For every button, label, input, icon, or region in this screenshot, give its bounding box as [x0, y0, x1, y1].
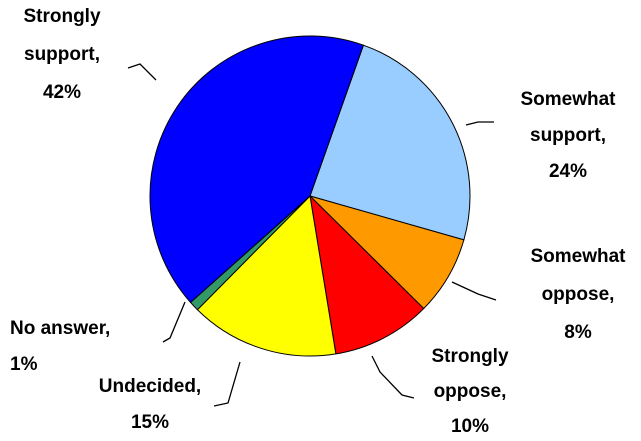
leader-line	[371, 355, 415, 399]
value-label: 10%	[451, 416, 489, 437]
leader-line	[465, 121, 494, 126]
value-label: 1%	[10, 354, 38, 375]
slice	[149, 35, 365, 304]
slice-label: Somewhat support,	[520, 89, 616, 146]
leader-line	[127, 63, 157, 81]
slice-label: No answer,	[10, 318, 110, 339]
slice-label: Strongly oppose,	[431, 346, 508, 402]
leader-line	[213, 361, 241, 407]
leader-line	[162, 301, 186, 343]
value-label: 24%	[549, 161, 587, 182]
leader-line	[451, 281, 497, 301]
slice-label: Undecided,	[99, 376, 201, 397]
slice-label: Somewhat oppose,	[530, 246, 626, 305]
slice	[309, 44, 471, 241]
pie	[149, 35, 471, 357]
value-label: 15%	[131, 412, 169, 433]
value-label: 42%	[43, 82, 81, 103]
labels: Somewhat support, 24% Somewhat oppose, 8% Stro…	[10, 6, 626, 437]
slice	[196, 194, 337, 357]
slice	[309, 194, 425, 355]
slice-label: Strongly support,	[23, 6, 100, 65]
value-label: 8%	[564, 322, 592, 343]
